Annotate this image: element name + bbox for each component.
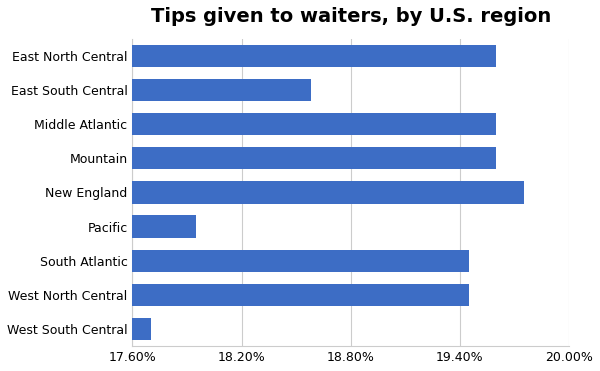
Bar	[133, 113, 496, 135]
Bar	[133, 147, 496, 169]
Bar	[133, 318, 151, 340]
Bar	[133, 79, 311, 101]
Bar	[133, 181, 524, 204]
Bar	[133, 250, 469, 272]
Bar	[133, 216, 196, 238]
Title: Tips given to waiters, by U.S. region: Tips given to waiters, by U.S. region	[151, 7, 551, 26]
Bar	[133, 284, 469, 306]
Bar	[133, 45, 496, 67]
